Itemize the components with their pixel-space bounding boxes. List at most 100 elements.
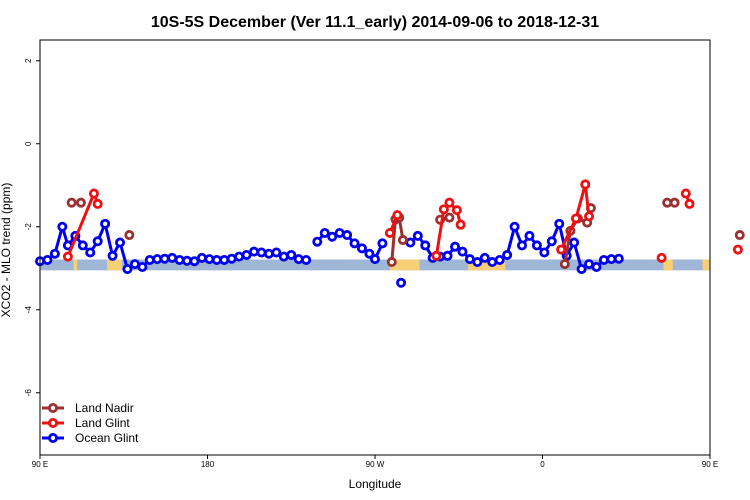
land-glint-point [680, 188, 691, 199]
land-glint-segment [66, 192, 96, 259]
land-glint-point [384, 227, 395, 238]
ocean-glint-point [301, 254, 312, 265]
x-tick-label: 90 W [366, 460, 385, 469]
ocean-band [40, 259, 710, 271]
legend-item-ocean-glint: Ocean Glint [42, 431, 139, 445]
land-glint-point [732, 244, 743, 255]
x-axis-label: Longitude [349, 477, 402, 491]
land-band [702, 259, 710, 271]
land-nadir-segment [390, 217, 397, 264]
ocean-glint-point [42, 254, 53, 265]
land-nadir-segment [563, 229, 572, 266]
land-glint-point [584, 211, 595, 222]
ocean-glint-point [77, 240, 88, 251]
x-tick-label: 90 E [702, 460, 718, 469]
land-glint-point [431, 250, 442, 261]
ocean-glint-point [554, 218, 565, 229]
land-glint-point [556, 244, 567, 255]
ocean-glint-point [502, 249, 513, 260]
ocean-glint-point [196, 252, 207, 263]
land-glint-segment [559, 216, 578, 252]
ocean-glint-point [494, 254, 505, 265]
ocean-glint-point [546, 236, 557, 247]
y-tick-label: -4 [24, 306, 33, 314]
ocean-glint-point [412, 230, 423, 241]
land-glint-point [684, 198, 695, 209]
ocean-glint-point [189, 256, 200, 267]
land-glint-segment [574, 182, 587, 220]
x-tick-label: 90 E [32, 460, 48, 469]
ocean-glint-point [312, 236, 323, 247]
land-nadir-point [66, 197, 77, 208]
ocean-glint-point [49, 248, 60, 259]
land-glint-point [62, 251, 73, 262]
y-axis-label: XCO2 - MLO trend (ppm) [0, 183, 13, 318]
land-nadir-point [386, 257, 397, 268]
land-glint-point [92, 198, 103, 209]
land-glint-point [444, 197, 455, 208]
land-nadir-point [669, 197, 680, 208]
ocean-glint-point [539, 247, 550, 258]
ocean-glint-point [219, 254, 230, 265]
ocean-glint-point [472, 257, 483, 268]
legend-item-land-nadir: Land Nadir [42, 401, 134, 415]
land-band [663, 259, 673, 271]
legend-label: Land Nadir [75, 401, 134, 415]
y-tick-label: 2 [24, 58, 33, 63]
ocean-glint-point [85, 247, 96, 258]
legend-item-land-glint: Land Glint [42, 416, 130, 430]
land-band [468, 259, 506, 271]
land-glint-point [580, 179, 591, 190]
y-tick-label: 0 [24, 141, 33, 146]
legend-label: Land Glint [75, 416, 130, 430]
land-nadir-point [444, 212, 455, 223]
land-ocean-band [40, 259, 710, 271]
legend-marker [48, 417, 59, 428]
ocean-glint-point [92, 236, 103, 247]
ocean-glint-point [342, 230, 353, 241]
ocean-glint-point [479, 252, 490, 263]
land-glint-point [88, 188, 99, 199]
chart-title: 10S-5S December (Ver 11.1_early) 2014-09… [151, 14, 599, 31]
land-glint-point [656, 252, 667, 263]
land-glint-point [571, 213, 582, 224]
land-nadir-point [397, 235, 408, 246]
y-tick-label: -2 [24, 223, 33, 231]
ocean-glint-point [531, 240, 542, 251]
ocean-glint-point [396, 277, 407, 288]
ocean-glint-point [286, 249, 297, 260]
legend-marker [48, 432, 59, 443]
series-land-glint [62, 179, 743, 263]
ocean-glint-point [241, 249, 252, 260]
ocean-glint-point [442, 250, 453, 261]
ocean-glint-point [107, 250, 118, 261]
ocean-glint-point [517, 240, 528, 251]
ocean-glint-point [420, 240, 431, 251]
land-glint-point [392, 210, 403, 221]
ocean-glint-point [369, 254, 380, 265]
axis-ticks: 90 E 180 90 W 0 90 E 2 0 -2 -4 -6 [24, 58, 718, 469]
ocean-glint-point [100, 218, 111, 229]
series-layer [35, 179, 745, 288]
ocean-glint-point [356, 243, 367, 254]
land-glint-point [451, 205, 462, 216]
land-glint-segment [434, 207, 446, 258]
ocean-glint-point [457, 246, 468, 257]
ocean-glint-point [57, 221, 68, 232]
ocean-glint-point [137, 262, 148, 273]
land-band [107, 259, 122, 271]
land-nadir-point [559, 259, 570, 270]
ocean-glint-point [364, 248, 375, 259]
ocean-glint-point [327, 231, 338, 242]
ocean-glint-point [319, 227, 330, 238]
ocean-glint-point [377, 238, 388, 249]
land-glint-segment [583, 182, 591, 218]
ocean-glint-point [256, 247, 267, 258]
ocean-glint-point [263, 248, 274, 259]
land-band [73, 259, 78, 271]
x-tick-label: 180 [201, 460, 215, 469]
plot-frame [39, 39, 711, 456]
land-nadir-point [75, 197, 86, 208]
